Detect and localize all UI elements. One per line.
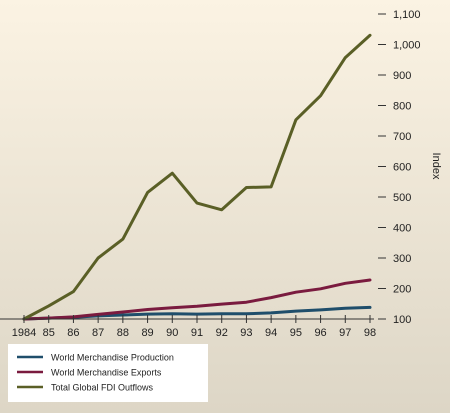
x-tick-label: 85	[43, 327, 55, 339]
y-tick-label: 100	[393, 314, 411, 326]
y-tick-label: 1,100	[393, 9, 421, 21]
x-tick-label: 94	[265, 327, 277, 339]
y-axis-title: Index	[430, 153, 442, 180]
x-tick-label: 87	[92, 327, 104, 339]
x-tick-label: 90	[166, 327, 178, 339]
y-tick-label: 300	[393, 253, 411, 265]
legend-label: World Merchandise Production	[51, 353, 174, 363]
x-tick-label: 96	[314, 327, 326, 339]
x-tick-label: 86	[67, 327, 79, 339]
series-layer	[22, 33, 372, 321]
legend-label: Total Global FDI Outflows	[51, 383, 154, 393]
y-tick-label: 700	[393, 131, 411, 143]
x-tick-label: 91	[191, 327, 203, 339]
y-axis: 100 200 300 400 500 600 700 800 900 1,000 1,100	[378, 9, 421, 326]
x-axis: 1984 85 86 87 88 89 90 91 92 93 94 95 96 97 98	[0, 315, 376, 339]
x-tick-label: 92	[216, 327, 228, 339]
x-tick-label: 98	[364, 327, 376, 339]
y-tick-label: 1,000	[393, 40, 421, 52]
x-tick-label: 97	[339, 327, 351, 339]
y-tick-label: 900	[393, 70, 411, 82]
x-tick-label: 1984	[12, 327, 36, 339]
legend: World Merchandise Production World Mercha…	[8, 344, 208, 402]
x-tick-label: 88	[117, 327, 129, 339]
x-tick-label: 93	[240, 327, 252, 339]
y-tick-label: 400	[393, 223, 411, 235]
x-tick-label: 89	[141, 327, 153, 339]
x-tick-label: 95	[290, 327, 302, 339]
y-tick-label: 500	[393, 192, 411, 204]
y-tick-label: 600	[393, 162, 411, 174]
series-line-world-merchandise-exports	[22, 278, 372, 321]
legend-label: World Merchandise Exports	[51, 368, 162, 378]
y-tick-label: 800	[393, 101, 411, 113]
series-line-total-global-fdi-outflows	[22, 33, 372, 321]
y-tick-label: 200	[393, 284, 411, 296]
